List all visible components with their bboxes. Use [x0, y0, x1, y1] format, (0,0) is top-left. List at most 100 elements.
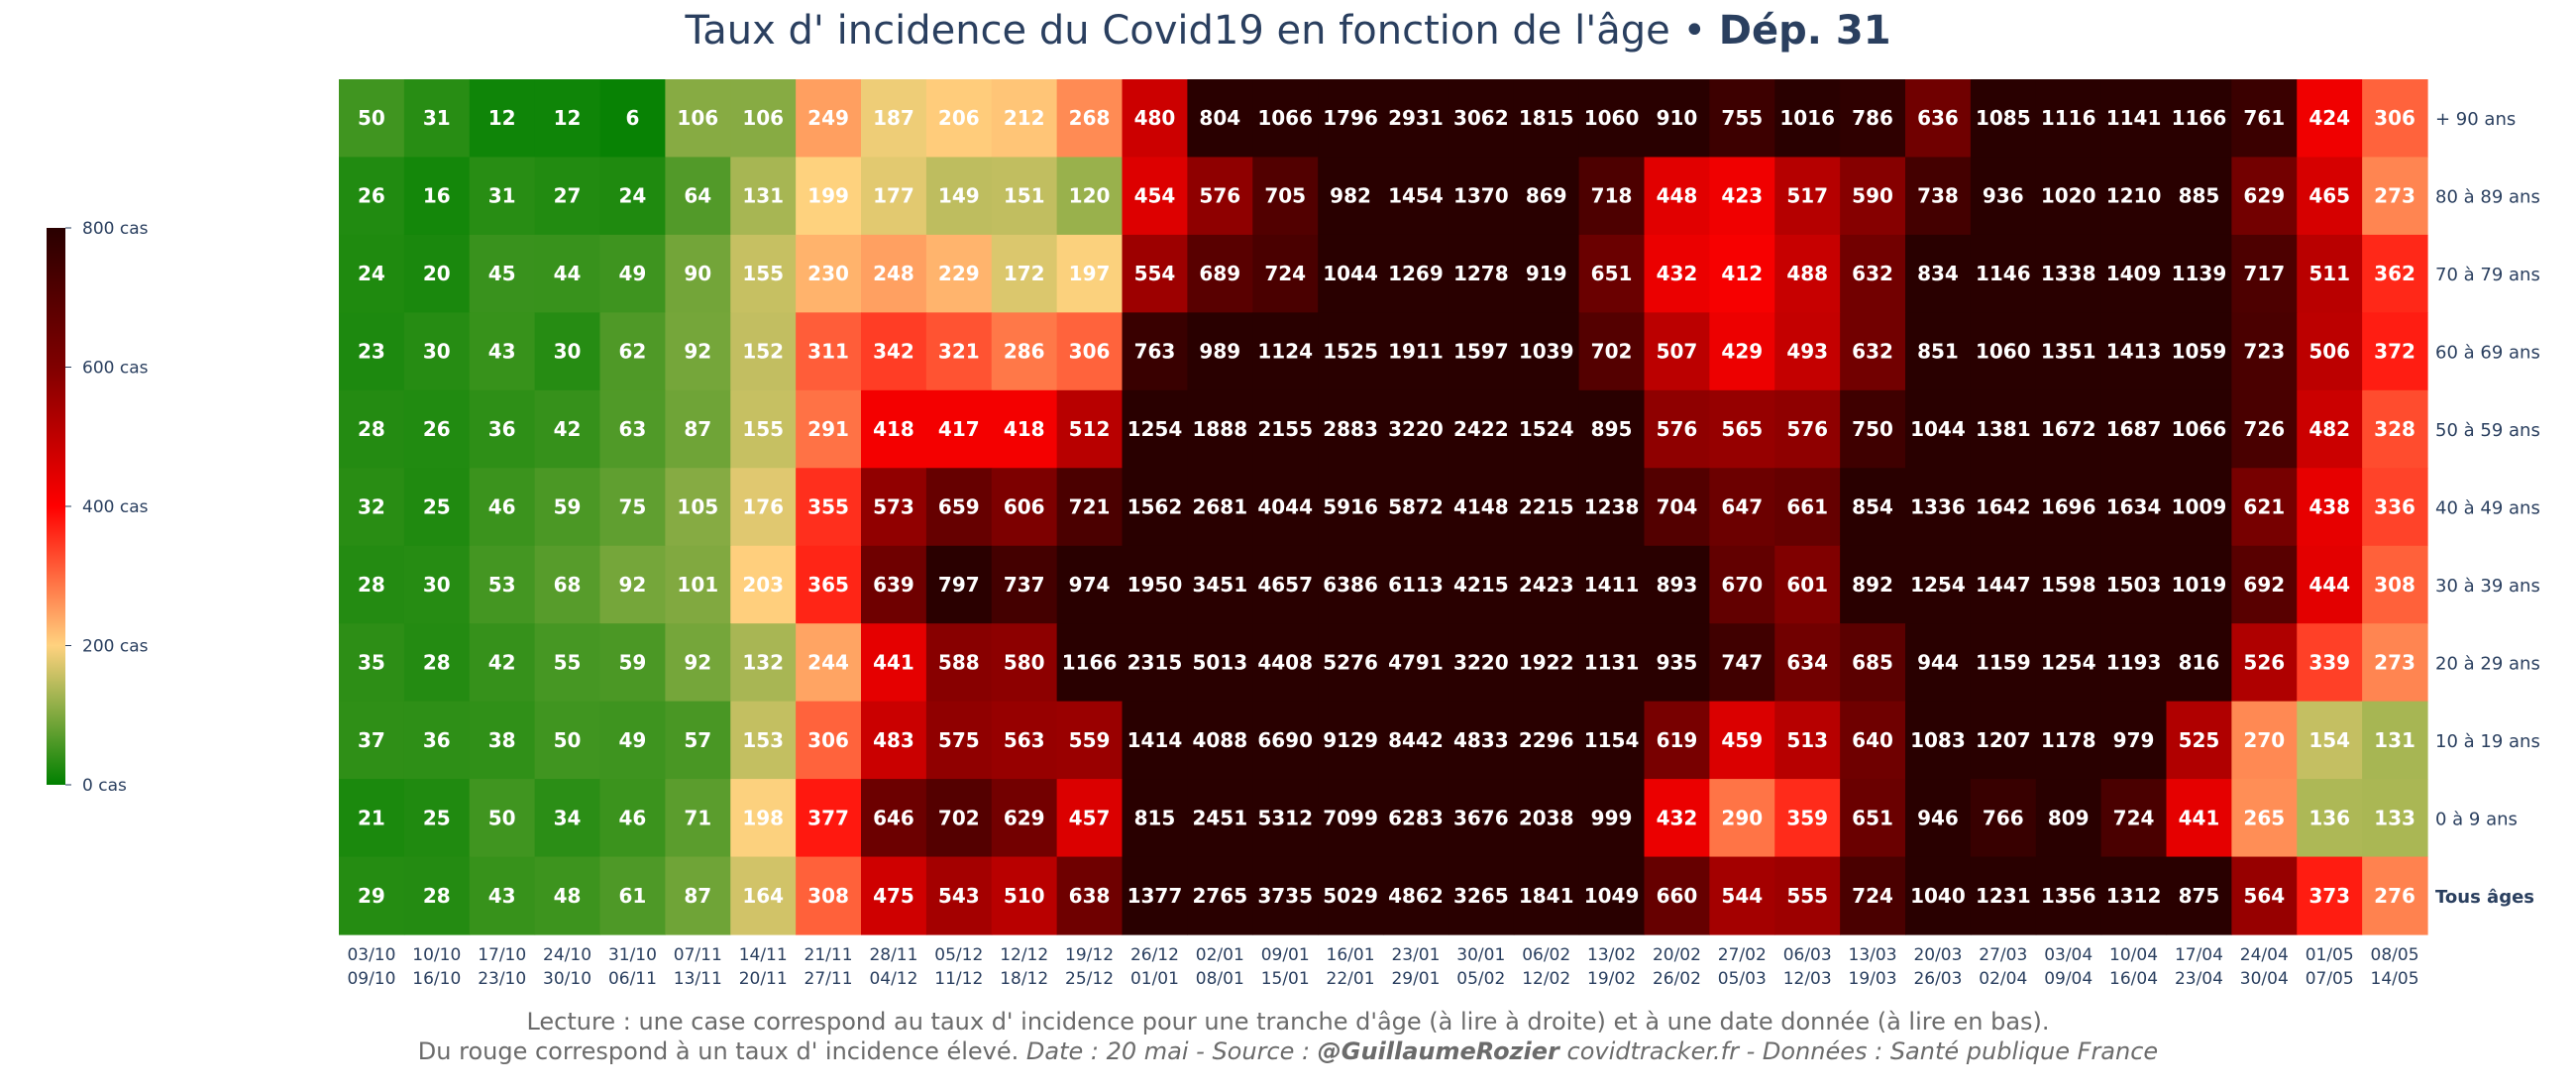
- x-tick-label-end: 19/03: [1849, 969, 1897, 989]
- heatmap-cell: [2035, 701, 2102, 780]
- heatmap-cell: [1644, 856, 1710, 935]
- x-tick-label-start: 02/01: [1196, 945, 1244, 965]
- heatmap-cell: [1970, 701, 2037, 780]
- heatmap-cell-value: 1141: [2106, 106, 2162, 130]
- heatmap-cell: [2297, 545, 2363, 624]
- heatmap-cell: [730, 545, 797, 624]
- heatmap-cell-value: 273: [2374, 184, 2415, 208]
- heatmap-cell: [2166, 234, 2232, 313]
- heatmap-cell: [1970, 856, 2037, 935]
- heatmap-cell-value: 737: [1004, 573, 1045, 597]
- x-tick-label-start: 19/12: [1065, 945, 1114, 965]
- heatmap-cell-value: 199: [807, 184, 849, 208]
- heatmap-cell: [339, 856, 405, 935]
- heatmap-cell: [1578, 312, 1646, 391]
- heatmap-cell: [1318, 389, 1384, 469]
- heatmap-cell-value: 131: [742, 184, 784, 208]
- heatmap-cell-value: 31: [488, 184, 516, 208]
- heatmap-cell: [403, 234, 471, 313]
- heatmap-cell: [730, 468, 797, 547]
- heatmap-cell-value: 893: [1657, 573, 1698, 597]
- heatmap-cell: [2297, 856, 2363, 935]
- heatmap-cell-value: 177: [873, 184, 914, 208]
- x-tick-label-end: 16/04: [2109, 969, 2158, 989]
- heatmap-cell: [1513, 234, 1580, 313]
- heatmap-cell: [1970, 234, 2037, 313]
- heatmap-cell: [861, 623, 927, 703]
- heatmap-cell-value: 197: [1069, 262, 1111, 285]
- heatmap-cell-value: 46: [619, 806, 647, 829]
- heatmap-cell: [796, 79, 862, 159]
- heatmap-cell-value: 377: [807, 806, 849, 829]
- heatmap-cell: [1122, 701, 1188, 780]
- heatmap-cell-value: 1044: [1910, 417, 1966, 441]
- heatmap-cell: [1252, 623, 1319, 703]
- heatmap-cell-value: 1016: [1779, 106, 1835, 130]
- heatmap-cell: [1318, 701, 1384, 780]
- heatmap-cell-value: 999: [1591, 806, 1633, 829]
- heatmap-cell-value: 465: [2308, 184, 2350, 208]
- heatmap-cell-value: 43: [488, 884, 516, 908]
- x-tick-label-start: 16/01: [1327, 945, 1375, 965]
- heatmap-cell-value: 1231: [1976, 884, 2031, 908]
- heatmap-cell: [665, 468, 731, 547]
- heatmap-cell: [1709, 234, 1775, 313]
- heatmap-cell-value: 412: [1721, 262, 1763, 285]
- heatmap-cell: [2231, 779, 2298, 858]
- heatmap-cell-value: 308: [807, 884, 849, 908]
- heatmap-cell-value: 1238: [1584, 495, 1640, 519]
- heatmap-cell: [2362, 468, 2428, 547]
- heatmap-cell: [1187, 389, 1253, 469]
- heatmap-cell-value: 29: [358, 884, 385, 908]
- heatmap-cell: [1970, 157, 2037, 236]
- heatmap-cell-value: 90: [684, 262, 711, 285]
- heatmap-cell: [1644, 157, 1710, 236]
- x-tick-label-start: 05/12: [934, 945, 983, 965]
- x-tick-label-start: 06/03: [1783, 945, 1832, 965]
- heatmap-cell: [1709, 779, 1775, 858]
- heatmap-cell: [730, 701, 797, 780]
- heatmap-cell: [861, 545, 927, 624]
- heatmap-cell: [1056, 157, 1124, 236]
- heatmap-cell: [1970, 79, 2037, 159]
- x-tick-label-end: 22/01: [1327, 969, 1375, 989]
- heatmap-cell-value: 2315: [1127, 650, 1183, 674]
- heatmap-cell: [991, 468, 1058, 547]
- x-tick-label-end: 20/11: [739, 969, 788, 989]
- heatmap-cell: [339, 157, 405, 236]
- heatmap-cell: [1252, 79, 1319, 159]
- heatmap-cell-value: 723: [2243, 340, 2285, 364]
- heatmap-cell: [1840, 856, 1906, 935]
- heatmap-cell: [2297, 468, 2363, 547]
- heatmap-cell-value: 636: [1917, 106, 1959, 130]
- heatmap-cell: [1448, 157, 1515, 236]
- heatmap-cell-value: 42: [488, 650, 516, 674]
- heatmap-cell: [1513, 312, 1580, 391]
- heatmap-cell-value: 2155: [1257, 417, 1313, 441]
- heatmap-cell: [991, 79, 1058, 159]
- caption-site-data: covidtracker.fr - Données : Santé publiq…: [1558, 1037, 2159, 1065]
- heatmap-cell: [2231, 389, 2298, 469]
- heatmap-cell-value: 290: [1721, 806, 1763, 829]
- heatmap-cell: [1774, 234, 1841, 313]
- heatmap-cell-value: 3062: [1453, 106, 1509, 130]
- heatmap-cell-value: 1085: [1976, 106, 2031, 130]
- heatmap-cell: [2362, 856, 2428, 935]
- x-tick-label-end: 04/12: [869, 969, 917, 989]
- heatmap-cell-value: 1210: [2106, 184, 2162, 208]
- heatmap-cell: [1644, 468, 1710, 547]
- heatmap-cell-value: 342: [873, 340, 914, 364]
- heatmap-cell-value: 766: [1983, 806, 2024, 829]
- heatmap-cell: [1383, 312, 1449, 391]
- heatmap-cell: [1774, 623, 1841, 703]
- heatmap-cell-value: 1009: [2172, 495, 2227, 519]
- heatmap-cell-value: 42: [554, 417, 582, 441]
- heatmap-cell: [1318, 157, 1384, 236]
- heatmap-cell: [1905, 389, 1972, 469]
- heatmap-cell-value: 37: [358, 728, 385, 752]
- heatmap-cell-value: 543: [938, 884, 980, 908]
- heatmap-cell-value: 704: [1657, 495, 1698, 519]
- heatmap-cell-value: 57: [684, 728, 711, 752]
- heatmap-cell: [469, 701, 536, 780]
- heatmap-cell-value: 761: [2243, 106, 2285, 130]
